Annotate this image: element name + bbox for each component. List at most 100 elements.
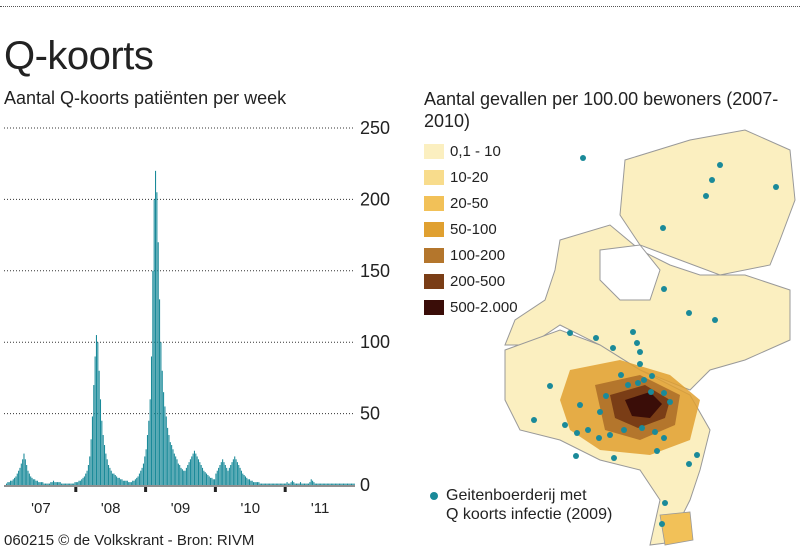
legend-label: 50-100 xyxy=(450,220,497,238)
bar xyxy=(155,170,157,485)
bar xyxy=(38,482,40,485)
bar xyxy=(113,473,115,485)
bar xyxy=(206,473,208,485)
bar xyxy=(114,475,116,485)
bar xyxy=(73,483,75,485)
bar xyxy=(297,483,299,485)
bar xyxy=(90,439,92,485)
bar xyxy=(232,459,234,485)
bar xyxy=(254,482,256,485)
bar xyxy=(69,483,71,485)
bar xyxy=(267,483,269,485)
bar xyxy=(286,482,288,485)
bar xyxy=(312,480,314,485)
bar xyxy=(222,459,224,485)
legend-item: 100-200 xyxy=(424,242,518,268)
bar xyxy=(294,483,296,485)
farm-marker xyxy=(630,329,636,335)
bar xyxy=(36,480,38,485)
bar xyxy=(192,453,194,485)
bar xyxy=(12,479,14,485)
bar xyxy=(247,479,249,485)
map-core-hotspot xyxy=(625,392,662,418)
bar xyxy=(236,462,238,485)
bar xyxy=(283,483,285,485)
bar xyxy=(55,482,57,485)
bar xyxy=(340,483,342,485)
farm-legend-line: Geitenboerderij met xyxy=(430,486,612,505)
bar xyxy=(153,199,155,485)
bar xyxy=(305,483,307,485)
bar xyxy=(169,442,171,485)
bar xyxy=(246,477,248,485)
bar xyxy=(259,483,261,485)
bar xyxy=(103,445,106,485)
bar xyxy=(214,479,216,485)
bar xyxy=(30,476,32,485)
bar xyxy=(134,479,136,485)
bar xyxy=(48,483,51,485)
farm-marker xyxy=(660,225,666,231)
bar xyxy=(278,483,280,485)
bar xyxy=(193,450,195,485)
bar xyxy=(322,483,324,485)
legend-label: 100-200 xyxy=(450,246,506,264)
x-tick-label: '08 xyxy=(101,500,121,517)
farm-marker xyxy=(773,184,779,190)
bar xyxy=(226,467,228,485)
bar xyxy=(240,470,242,485)
farm-marker xyxy=(635,380,641,386)
bar xyxy=(58,482,60,485)
bar xyxy=(146,435,149,485)
bar xyxy=(39,482,41,485)
bar xyxy=(121,479,123,485)
x-tick-label: '11 xyxy=(311,500,329,517)
bar xyxy=(159,299,161,485)
bar xyxy=(219,465,221,485)
bar xyxy=(303,483,306,485)
bar xyxy=(168,435,170,485)
farm-marker xyxy=(577,402,583,408)
bar xyxy=(346,483,349,485)
bar xyxy=(32,479,34,485)
bar xyxy=(308,483,310,485)
bar xyxy=(28,473,30,485)
bar xyxy=(63,483,65,485)
bar xyxy=(128,482,130,485)
bar xyxy=(180,467,182,485)
legend-swatch xyxy=(424,299,444,315)
bar xyxy=(252,482,255,485)
bar xyxy=(130,482,132,485)
farm-marker xyxy=(580,155,586,161)
bar xyxy=(293,482,295,485)
bar xyxy=(285,483,287,485)
farm-markers xyxy=(531,155,779,527)
legend-item: 200-500 xyxy=(424,268,518,294)
bar xyxy=(173,453,175,485)
bar xyxy=(20,463,22,485)
bar xyxy=(83,476,85,485)
bar xyxy=(124,480,126,485)
bar xyxy=(126,480,128,485)
bar xyxy=(102,435,104,485)
map-limburg-spot xyxy=(659,511,694,546)
bar xyxy=(35,480,37,485)
bar xyxy=(167,427,169,485)
year-tick xyxy=(74,487,78,492)
bar xyxy=(71,483,73,485)
bar xyxy=(97,342,99,485)
bar xyxy=(15,476,17,485)
bar xyxy=(251,480,253,485)
bar xyxy=(50,482,52,485)
farm-marker xyxy=(611,455,617,461)
bar xyxy=(85,473,87,485)
bar xyxy=(352,483,354,485)
bar xyxy=(218,467,220,485)
x-tick-label: '09 xyxy=(171,500,191,517)
bar xyxy=(337,483,339,485)
bar xyxy=(215,473,217,485)
farm-marker xyxy=(667,399,673,405)
bar xyxy=(65,483,67,485)
bar xyxy=(91,416,93,485)
